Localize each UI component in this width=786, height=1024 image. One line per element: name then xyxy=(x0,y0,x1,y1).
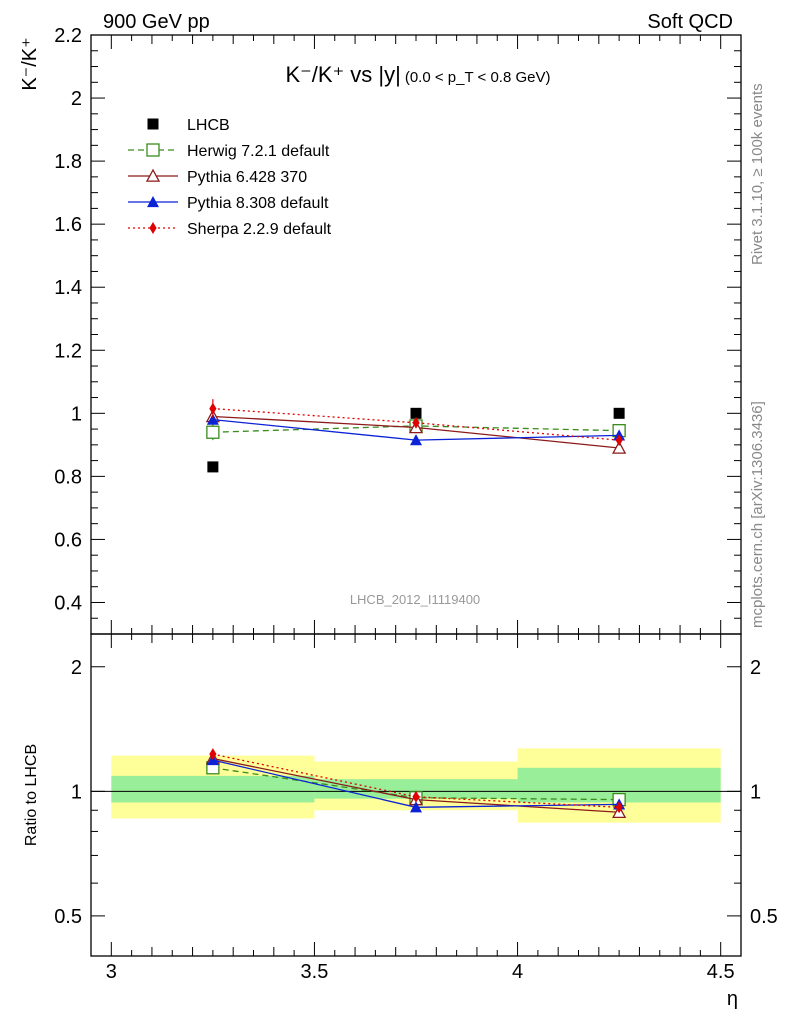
header-right: Soft QCD xyxy=(647,11,733,33)
ratio-ytick-label-left: 1 xyxy=(71,781,82,803)
legend-marker-1 xyxy=(146,143,160,157)
ratio-ytick-label-right: 1 xyxy=(750,781,761,803)
ratio-series-4-point xyxy=(615,801,623,814)
main-ytick-label: 2 xyxy=(71,88,82,110)
series-4-point xyxy=(615,434,623,447)
legend-label-1: Herwig 7.2.1 default xyxy=(187,143,330,160)
plot-title-range: (0.0 < p_T < 0.8 GeV) xyxy=(405,69,551,86)
main-ytick-label: 0.8 xyxy=(54,466,82,488)
ratio-ytick-label-left: 0.5 xyxy=(54,906,82,928)
ratio-ytick-label-right: 2 xyxy=(750,657,761,679)
main-ytick-label: 0.6 xyxy=(54,529,82,551)
ratio-ytick-label-left: 2 xyxy=(71,657,82,679)
main-ytick-label: 0.4 xyxy=(54,592,82,614)
x-tick-label: 3.5 xyxy=(301,961,329,983)
ratio-series-3-point xyxy=(410,801,422,813)
main-ytick-label: 1.4 xyxy=(54,277,82,299)
x-tick-label: 3 xyxy=(106,961,117,983)
legend-label-4: Sherpa 2.2.9 default xyxy=(187,221,332,238)
x-tick-label: 4.5 xyxy=(707,961,735,983)
series-2-point xyxy=(612,440,627,454)
legend-label-2: Pythia 6.428 370 xyxy=(187,169,307,186)
ratio-series-4-point xyxy=(209,748,217,761)
legend-marker-2 xyxy=(145,168,161,182)
ratio-ytick-label-right: 0.5 xyxy=(750,906,778,928)
x-tick-label: 4 xyxy=(512,961,523,983)
ratio-ylabel: Ratio to LHCB xyxy=(23,744,40,846)
side-label-mcplots: mcplots.cern.ch [arXiv:1306.3436] xyxy=(749,401,766,628)
legend-marker-4 xyxy=(149,222,157,234)
legend-marker-3 xyxy=(147,196,159,208)
header-left: 900 GeV pp xyxy=(103,11,210,33)
ratio-plot: 3 3.5 4 4.5 0.5 0.5 1 1 2 2 xyxy=(54,633,778,983)
legend: LHCB Herwig 7.2.1 default Pythia 6.428 370… xyxy=(128,117,332,238)
series-1-point xyxy=(206,425,220,439)
series-4-point xyxy=(412,416,420,429)
legend-label-3: Pythia 8.308 default xyxy=(187,195,329,212)
series-4-point xyxy=(209,402,217,415)
main-ylabel: K⁻/K⁺ xyxy=(19,37,41,90)
side-label-rivet: Rivet 3.1.10, ≥ 100k events xyxy=(749,83,766,265)
series-0-point xyxy=(410,407,422,419)
legend-label-0: LHCB xyxy=(187,117,230,134)
main-ytick-label: 2.2 xyxy=(54,25,82,47)
main-ytick-label: 1.6 xyxy=(54,214,82,236)
series-0-point xyxy=(207,461,219,473)
series-0-point xyxy=(613,407,625,419)
ratio-series-4-point xyxy=(412,790,420,803)
series-3-point xyxy=(206,413,219,425)
main-ytick-label: 1.8 xyxy=(54,151,82,173)
main-plot: 0.4 0.6 0.8 1 1.2 1.4 1.6 1.8 2 2.2 xyxy=(54,25,742,635)
ratio-band-inner-1 xyxy=(314,779,518,799)
series-3-point xyxy=(410,434,422,446)
main-ytick-label: 1 xyxy=(71,403,82,425)
x-axis-label: η xyxy=(727,988,738,1010)
main-ytick-label: 1.2 xyxy=(54,340,82,362)
analysis-watermark: LHCB_2012_I1119400 xyxy=(350,592,480,607)
plot-title-main: K⁻/K⁺ vs |y| xyxy=(286,62,401,87)
ratio-band-inner-0 xyxy=(111,775,315,803)
legend-marker-0 xyxy=(147,118,159,130)
plot-title: K⁻/K⁺ vs |y| (0.0 < p_T < 0.8 GeV) xyxy=(286,62,551,87)
